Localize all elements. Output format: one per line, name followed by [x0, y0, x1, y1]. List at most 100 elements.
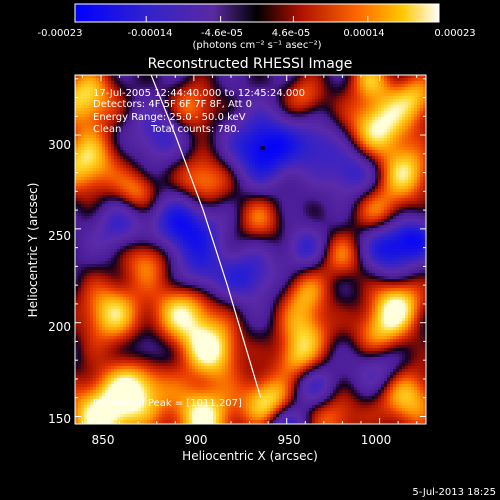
heatmap-cell [270, 174, 274, 178]
heatmap-cell [390, 156, 394, 160]
heatmap-cell [387, 138, 391, 142]
heatmap-cell [135, 108, 139, 112]
heatmap-cell [102, 150, 106, 154]
heatmap-cell [339, 144, 343, 148]
heatmap-cell [192, 159, 196, 163]
heatmap-cell [264, 150, 268, 154]
heatmap-cell [312, 177, 316, 181]
heatmap-cell [327, 93, 331, 97]
heatmap-cell [306, 135, 310, 139]
heatmap-cell [333, 99, 337, 103]
heatmap-cell [81, 144, 85, 148]
heatmap-cell [153, 78, 157, 82]
heatmap-cell [294, 99, 298, 103]
heatmap-cell [114, 174, 118, 178]
heatmap-cell [390, 99, 394, 103]
heatmap-cell [309, 75, 313, 79]
heatmap-cell [246, 180, 250, 184]
heatmap-cell [342, 141, 346, 145]
heatmap-cell [339, 87, 343, 91]
heatmap-cell [126, 75, 130, 79]
heatmap-cell [198, 153, 202, 157]
heatmap-cell [234, 90, 238, 94]
heatmap-cell [390, 168, 394, 172]
heatmap-cell [225, 153, 229, 157]
heatmap-cell [231, 75, 235, 79]
heatmap-cell [339, 105, 343, 109]
heatmap-cell [201, 174, 205, 178]
heatmap-cell [384, 93, 388, 97]
heatmap-cell [333, 177, 337, 181]
heatmap-cell [378, 168, 382, 172]
heatmap-cell [372, 99, 376, 103]
heatmap-cell [177, 150, 181, 154]
heatmap-cell [204, 81, 208, 85]
heatmap-cell [306, 111, 310, 115]
heatmap-cell [201, 135, 205, 139]
heatmap-cell [81, 150, 85, 154]
heatmap-cell [81, 198, 85, 202]
heatmap-cell [375, 156, 379, 160]
heatmap-cell [222, 171, 226, 175]
heatmap-cell [420, 123, 424, 127]
heatmap-cell [417, 150, 421, 154]
heatmap-cell [105, 168, 109, 172]
heatmap-cell [414, 183, 418, 187]
heatmap-cell [273, 159, 277, 163]
heatmap-cell [75, 183, 79, 187]
heatmap-cell [405, 156, 409, 160]
heatmap-cell [336, 75, 340, 79]
heatmap-cell [384, 99, 388, 103]
heatmap-cell [102, 171, 106, 175]
heatmap-cell [156, 75, 160, 79]
heatmap-cell [273, 186, 277, 190]
heatmap-cell [381, 120, 385, 124]
heatmap-cell [282, 165, 286, 169]
heatmap-cell [111, 192, 115, 196]
heatmap-cell [405, 153, 409, 157]
heatmap-cell [375, 198, 379, 202]
heatmap-cell [270, 156, 274, 160]
heatmap-cell [252, 183, 256, 187]
heatmap-cell [234, 105, 238, 109]
heatmap-cell [321, 192, 325, 196]
heatmap-cell [417, 135, 421, 139]
heatmap-cell [369, 147, 373, 151]
heatmap-cell [240, 129, 244, 133]
heatmap-cell [87, 162, 91, 166]
heatmap-cell [261, 159, 265, 163]
heatmap-cell [387, 135, 391, 139]
heatmap-cell [345, 78, 349, 82]
heatmap-cell [135, 120, 139, 124]
heatmap-cell [147, 162, 151, 166]
heatmap-cell [180, 93, 184, 97]
heatmap-cell [84, 156, 88, 160]
heatmap-cell [255, 90, 259, 94]
heatmap-cell [330, 189, 334, 193]
heatmap-cell [303, 78, 307, 82]
heatmap-cell [327, 159, 331, 163]
heatmap-cell [111, 117, 115, 121]
heatmap-cell [408, 108, 412, 112]
heatmap-cell [414, 189, 418, 193]
heatmap-cell [219, 153, 223, 157]
heatmap-cell [387, 96, 391, 100]
heatmap-cell [219, 141, 223, 145]
heatmap-cell [219, 177, 223, 181]
heatmap-cell [381, 168, 385, 172]
heatmap-cell [306, 75, 310, 79]
heatmap-cell [306, 120, 310, 124]
heatmap-cell [360, 123, 364, 127]
heatmap-cell [141, 114, 145, 118]
heatmap-cell [336, 192, 340, 196]
heatmap-cell [270, 117, 274, 121]
heatmap-cell [282, 195, 286, 199]
heatmap-cell [108, 123, 112, 127]
heatmap-cell [201, 90, 205, 94]
heatmap-cell [153, 183, 157, 187]
heatmap-cell [261, 105, 265, 109]
heatmap-cell [216, 114, 220, 118]
heatmap-cell [207, 120, 211, 124]
heatmap-cell [132, 141, 136, 145]
heatmap-cell [117, 105, 121, 109]
